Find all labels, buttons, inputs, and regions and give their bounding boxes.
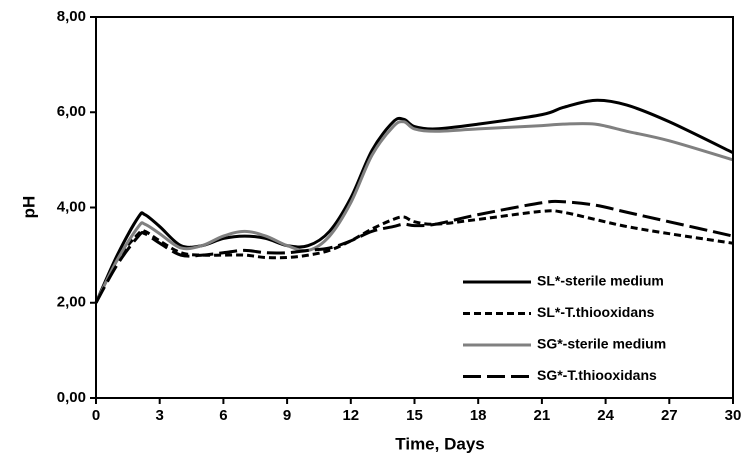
- y-tick-label: 4,00: [57, 198, 86, 215]
- plot-frame: [95, 16, 734, 399]
- series-line: [94, 199, 734, 304]
- x-tick-label: 24: [597, 407, 614, 424]
- legend-label: SL*-sterile medium: [537, 273, 664, 289]
- series-line: [94, 209, 734, 304]
- y-tick-label: 2,00: [57, 294, 86, 311]
- x-tick-label: 0: [92, 407, 100, 424]
- x-tick-label: 27: [661, 407, 678, 424]
- y-axis-label: pH: [19, 196, 38, 219]
- x-tick-label: 6: [219, 407, 227, 424]
- legend-label: SG*-T.thiooxidans: [537, 367, 657, 383]
- series-line: [94, 120, 734, 304]
- y-tick-label: 0,00: [57, 389, 86, 406]
- y-tick-label: 8,00: [57, 8, 86, 25]
- legend-label: SL*-T.thiooxidans: [537, 304, 655, 320]
- x-tick-label: 30: [725, 407, 742, 424]
- y-tick-label: 6,00: [57, 103, 86, 120]
- x-tick-label: 12: [342, 407, 359, 424]
- x-tick-label: 9: [283, 407, 291, 424]
- legend-label: SG*-sterile medium: [537, 336, 666, 352]
- x-tick-label: 21: [534, 407, 551, 424]
- x-tick-label: 3: [156, 407, 164, 424]
- x-tick-label: 15: [406, 407, 423, 424]
- x-tick-label: 18: [470, 407, 487, 424]
- x-axis-label: Time, Days: [395, 434, 484, 453]
- series-line: [94, 98, 734, 304]
